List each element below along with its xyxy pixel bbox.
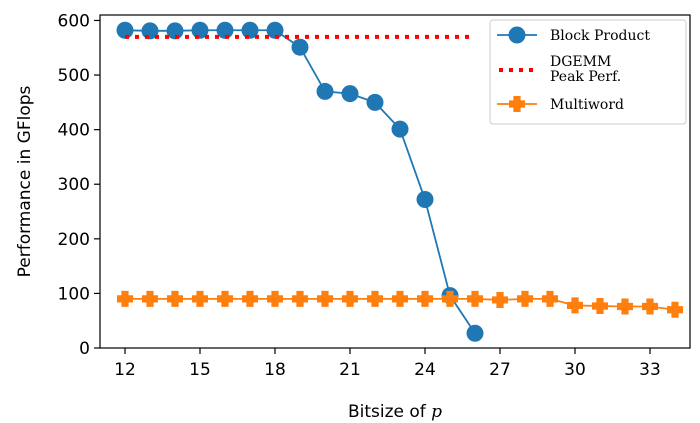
legend-entry-0: Block Product (497, 26, 650, 44)
data-point (667, 301, 683, 318)
legend-marker (508, 26, 526, 44)
series-2 (117, 290, 683, 318)
y-tick-label: 100 (58, 284, 90, 304)
x-axis-label: Bitsize of p (348, 402, 442, 422)
legend-label-line: DGEMM (550, 54, 611, 70)
y-tick-label: 400 (58, 121, 90, 141)
data-point (241, 21, 259, 39)
data-point (317, 290, 333, 307)
y-tick-label: 600 (58, 11, 90, 31)
legend: Block Product DGEMM Peak Perf. Multiword (489, 19, 687, 125)
y-tick-label: 500 (58, 66, 90, 86)
legend-entry-2: Multiword (497, 96, 624, 113)
x-tick-label: 24 (414, 360, 436, 380)
data-point (191, 21, 209, 39)
data-point (642, 298, 658, 315)
x-tick-label: 21 (339, 360, 361, 380)
data-point (467, 290, 483, 307)
legend-label: DGEMM Peak Perf. (550, 54, 621, 85)
data-point (217, 290, 233, 307)
data-point (366, 93, 384, 111)
data-point (416, 191, 434, 209)
data-point (142, 290, 158, 307)
x-axis-ticks: 12 15 18 21 24 27 30 33 (114, 348, 661, 380)
y-tick-label: 200 (58, 230, 90, 250)
data-point (342, 290, 358, 307)
data-point (267, 290, 283, 307)
data-point (166, 22, 184, 40)
y-tick-label: 300 (58, 175, 90, 195)
data-point (266, 21, 284, 39)
data-point (292, 290, 308, 307)
data-point (291, 38, 309, 56)
x-tick-label: 33 (639, 360, 661, 380)
data-point (466, 324, 484, 342)
legend-label: Block Product (550, 28, 650, 44)
data-point (167, 290, 183, 307)
data-point (316, 82, 334, 100)
plot-marks (116, 21, 683, 342)
x-axis-label-variable: p (431, 402, 442, 422)
data-point (391, 120, 409, 138)
data-point (492, 291, 508, 308)
data-point (392, 290, 408, 307)
data-point (192, 290, 208, 307)
legend-marker (509, 96, 525, 112)
data-point (367, 290, 383, 307)
data-point (542, 290, 558, 307)
y-tick-label: 0 (79, 339, 90, 359)
data-point (117, 290, 133, 307)
axes-frame (99, 14, 691, 349)
legend-box (489, 19, 687, 125)
x-tick-label: 15 (189, 360, 211, 380)
y-axis-label: Performance in GFlops (15, 85, 35, 277)
data-point (417, 290, 433, 307)
data-point (617, 298, 633, 315)
x-tick-label: 18 (264, 360, 286, 380)
legend-label-line: Peak Perf. (550, 69, 621, 85)
x-tick-label: 12 (114, 360, 136, 380)
x-tick-label: 30 (564, 360, 586, 380)
series-line (124, 29, 476, 334)
data-point (216, 21, 234, 39)
data-point (116, 21, 134, 39)
data-point (442, 290, 458, 307)
data-point (592, 297, 608, 314)
y-axis-ticks: 0 100 200 300 400 500 600 (58, 11, 100, 359)
x-axis-label-text: Bitsize of (348, 402, 431, 422)
legend-entry-1: DGEMM Peak Perf. (499, 54, 621, 85)
data-point (567, 297, 583, 314)
data-point (517, 290, 533, 307)
data-point (341, 85, 359, 103)
x-tick-label: 27 (489, 360, 511, 380)
data-point (242, 290, 258, 307)
legend-label: Multiword (550, 97, 624, 113)
